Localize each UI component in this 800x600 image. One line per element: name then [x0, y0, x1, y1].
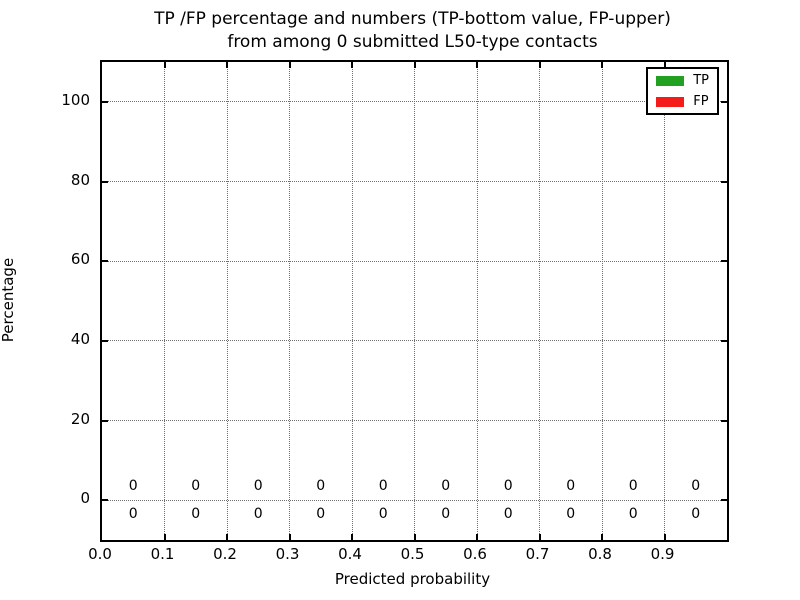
x-tick-bottom: [413, 534, 416, 540]
y-tick-label: 60: [70, 250, 90, 269]
y-tick-label: 80: [70, 170, 90, 189]
y-tick-label: 40: [70, 329, 90, 348]
fp-count-annotation: 0: [253, 478, 263, 495]
legend: TP FP: [646, 67, 719, 115]
fp-count-annotation: 0: [628, 478, 638, 495]
y-tick-label: 100: [61, 90, 90, 109]
x-gridline: [601, 62, 603, 540]
x-axis-label: Predicted probability: [334, 570, 491, 588]
y-gridline: [102, 420, 727, 421]
y-tick-right: [721, 499, 727, 502]
x-gridline: [539, 62, 540, 540]
x-tick-label: 0.0: [88, 545, 112, 563]
x-axis-tick-labels: 0.0 0.1 0.2 0.3 0.4 0.5 0.6 0.7 0.8 0.9: [88, 544, 727, 564]
y-axis-label: Percentage: [0, 257, 17, 343]
x-tick-top: [413, 62, 416, 68]
x-gridline: [476, 62, 478, 540]
x-tick-label: 0.7: [525, 545, 550, 563]
y-tick-left: [102, 260, 108, 263]
fp-count-annotation: 0: [128, 478, 138, 495]
fp-count-annotation: 0: [316, 478, 326, 495]
tp-count-annotation: 0: [628, 506, 638, 523]
y-tick-label: 0: [80, 489, 90, 508]
tp-count-annotation: 0: [503, 506, 513, 523]
y-gridline: [102, 499, 727, 501]
x-tick-label: 0.5: [400, 545, 425, 563]
y-gridline: [102, 340, 727, 342]
x-tick-label: 0.8: [588, 545, 612, 563]
x-tick-label: 0.4: [338, 545, 362, 563]
chart-title: TP /FP percentage and numbers (TP-bottom…: [100, 8, 725, 54]
x-tick-label: 0.1: [150, 545, 175, 563]
y-tick-right: [721, 100, 727, 103]
y-tick-label: 20: [70, 409, 90, 428]
x-tick-bottom: [601, 534, 603, 540]
tp-count-annotation: 0: [378, 506, 388, 523]
x-tick-top: [288, 62, 291, 68]
fp-count-annotation: 0: [503, 478, 513, 495]
y-tick-right: [721, 260, 727, 263]
tp-color-swatch: [656, 75, 685, 86]
plot-area: TP FP 0 0 0 0 0 0 0 0 0 0 0 0 0 0 0 0 0 0 0 0: [100, 60, 729, 542]
y-tick-left: [102, 339, 108, 342]
x-tick-bottom: [351, 534, 353, 540]
legend-entry-fp: FP: [656, 95, 709, 108]
y-tick-right: [721, 180, 727, 183]
x-tick-bottom: [226, 534, 228, 540]
x-gridline: [289, 62, 290, 540]
x-tick-top: [476, 62, 478, 68]
x-tick-label: 0.6: [463, 545, 487, 563]
tp-count-annotation: 0: [128, 506, 138, 523]
x-tick-top: [601, 62, 603, 68]
x-tick-top: [351, 62, 353, 68]
tp-count-annotation: 0: [691, 506, 701, 523]
y-gridline: [102, 260, 727, 262]
fp-count-annotation: 0: [691, 478, 701, 495]
x-tick-bottom: [538, 534, 541, 540]
x-tick-top: [163, 62, 166, 68]
chart-title-line2: from among 0 submitted L50-type contacts: [227, 32, 598, 52]
y-tick-left: [102, 499, 108, 502]
y-axis-tick-labels: 0 20 40 60 80 100: [0, 0, 90, 600]
tp-count-annotation: 0: [316, 506, 326, 523]
x-tick-bottom: [288, 534, 291, 540]
fp-count-annotation: 0: [378, 478, 388, 495]
x-tick-label: 0.9: [650, 545, 675, 563]
tp-count-annotation: 0: [191, 506, 201, 523]
legend-label-tp: TP: [693, 73, 709, 88]
legend-entry-tp: TP: [656, 74, 709, 87]
legend-label-fp: FP: [693, 94, 709, 109]
x-tick-bottom: [663, 534, 666, 540]
y-gridline: [102, 181, 727, 182]
fp-count-annotation: 0: [566, 478, 576, 495]
tp-count-annotation: 0: [441, 506, 451, 523]
x-tick-bottom: [476, 534, 478, 540]
x-tick-label: 0.3: [275, 545, 300, 563]
y-tick-left: [102, 419, 108, 422]
y-gridline: [102, 101, 727, 103]
x-gridline: [414, 62, 415, 540]
x-tick-top: [538, 62, 541, 68]
x-gridline: [351, 62, 353, 540]
y-tick-left: [102, 100, 108, 103]
tp-count-annotation: 0: [253, 506, 263, 523]
x-tick-label: 0.2: [213, 545, 237, 563]
x-tick-top: [226, 62, 228, 68]
fp-color-swatch: [656, 96, 685, 107]
x-gridline: [226, 62, 228, 540]
x-tick-bottom: [163, 534, 166, 540]
x-tick-top: [663, 62, 666, 68]
fp-count-annotation: 0: [441, 478, 451, 495]
tp-count-annotation: 0: [566, 506, 576, 523]
x-gridline: [164, 62, 165, 540]
chart-title-line1: TP /FP percentage and numbers (TP-bottom…: [154, 9, 671, 29]
y-tick-right: [721, 339, 727, 342]
x-gridline: [664, 62, 665, 540]
y-tick-left: [102, 180, 108, 183]
y-tick-right: [721, 419, 727, 422]
fp-count-annotation: 0: [191, 478, 201, 495]
